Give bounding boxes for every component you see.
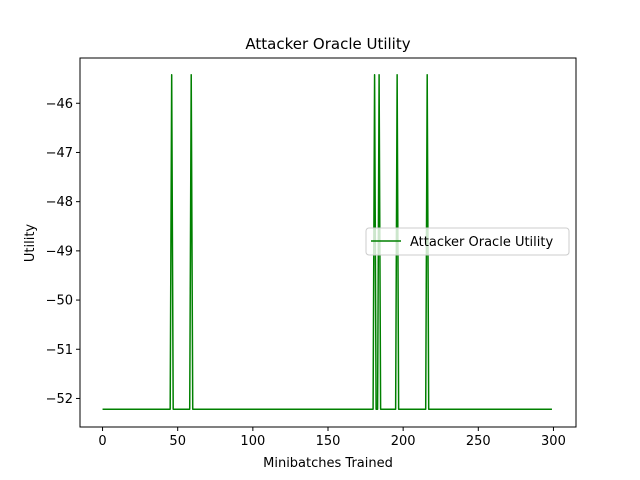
x-tick-label: 50 <box>169 434 186 449</box>
series-line-attacker-oracle-utility <box>102 73 552 411</box>
x-tick-label: 200 <box>391 434 416 449</box>
legend-label: Attacker Oracle Utility <box>410 235 553 250</box>
x-axis-label: Minibatches Trained <box>263 456 393 471</box>
y-axis: −46 −47 −48 −49 −50 −51 −52 <box>46 97 80 407</box>
x-tick-label: 0 <box>98 434 106 449</box>
x-tick-label: 250 <box>466 434 491 449</box>
plot-area <box>102 73 552 411</box>
x-tick-label: 150 <box>316 434 341 449</box>
x-tick-label: 300 <box>541 434 566 449</box>
x-axis: 0 50 100 150 200 250 300 <box>98 427 566 449</box>
x-tick-label: 100 <box>240 434 265 449</box>
y-axis-label: Utility <box>23 224 38 263</box>
y-tick-label: −49 <box>46 244 73 259</box>
chart-title: Attacker Oracle Utility <box>245 35 410 53</box>
y-tick-label: −51 <box>46 343 73 358</box>
legend-box <box>365 227 570 256</box>
y-tick-label: −48 <box>46 195 73 210</box>
legend: Attacker Oracle Utility <box>365 227 570 256</box>
y-tick-label: −46 <box>46 97 73 112</box>
y-tick-label: −52 <box>46 392 73 407</box>
y-tick-label: −50 <box>46 294 73 309</box>
y-tick-label: −47 <box>46 146 73 161</box>
